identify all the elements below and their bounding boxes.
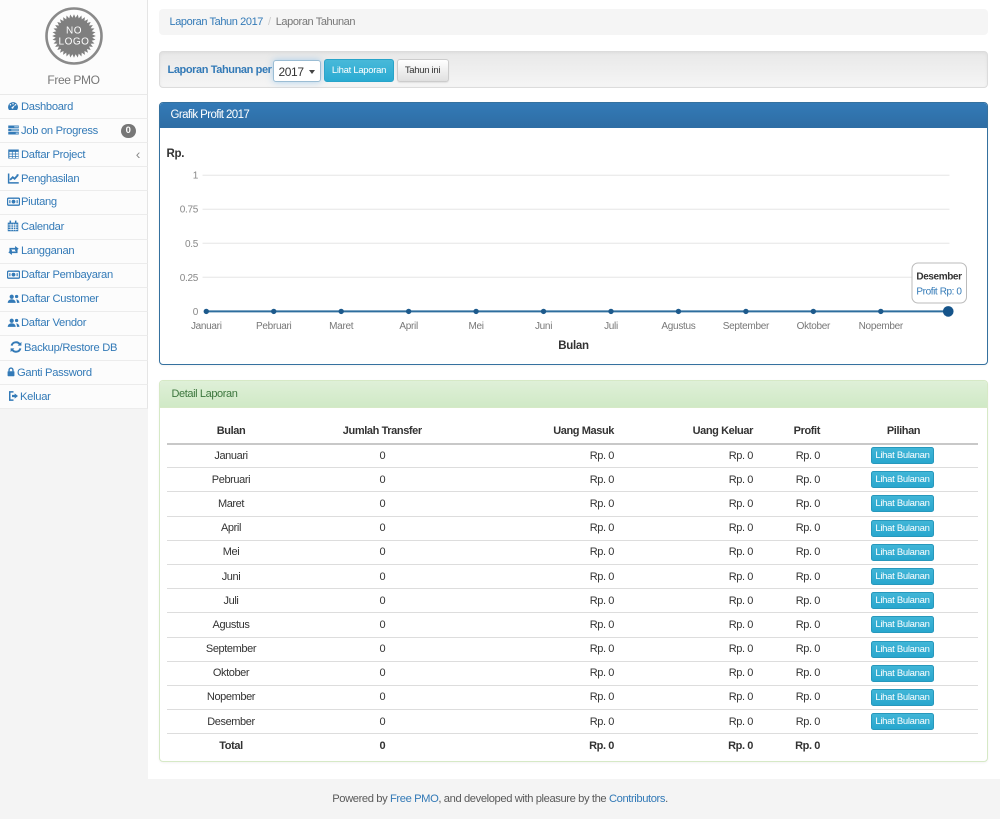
svg-text:Rp.: Rp. [166,148,184,160]
svg-text:NO: NO [66,25,82,36]
svg-text:0: 0 [192,306,198,317]
svg-text:0.75: 0.75 [179,204,198,215]
svg-text:Profit Rp: 0: Profit Rp: 0 [916,286,962,297]
svg-text:0.5: 0.5 [184,238,198,249]
svg-text:Pebruari: Pebruari [256,321,291,332]
svg-text:Desember: Desember [916,271,962,282]
svg-text:Bulan: Bulan [558,340,589,352]
svg-text:Agustus: Agustus [661,321,695,332]
svg-text:1: 1 [192,170,198,181]
svg-text:Oktober: Oktober [796,321,830,332]
svg-text:Januari: Januari [190,321,221,332]
svg-text:LOGO: LOGO [58,36,89,47]
svg-text:Juli: Juli [604,321,618,332]
svg-text:September: September [722,321,769,332]
svg-text:Juni: Juni [534,321,551,332]
svg-text:0.25: 0.25 [179,272,198,283]
svg-text:Mei: Mei [468,321,483,332]
svg-text:Maret: Maret [329,321,354,332]
svg-text:Nopember: Nopember [858,321,903,332]
svg-text:April: April [399,321,418,332]
